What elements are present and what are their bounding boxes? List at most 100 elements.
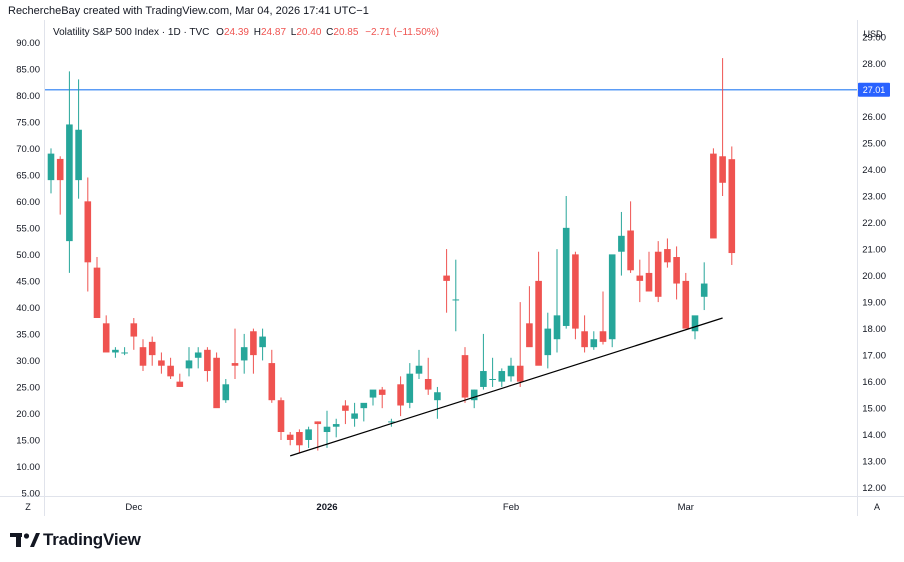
candle-body bbox=[158, 360, 165, 366]
left-tick-label: 50.00 bbox=[16, 250, 40, 261]
right-tick-label: 13.00 bbox=[862, 457, 886, 468]
candle-body bbox=[535, 280, 542, 366]
plot-area[interactable] bbox=[45, 20, 857, 496]
candle-body bbox=[424, 378, 432, 390]
legend-close-value: 20.85 bbox=[333, 27, 359, 38]
candle-body bbox=[351, 413, 358, 419]
candle-body bbox=[654, 251, 662, 297]
candle-body bbox=[369, 389, 377, 398]
candle-body bbox=[130, 323, 138, 337]
candlestick-chart[interactable]: 5.00 10.00 15.00 20.00 25.00 30.00 35.00 40.00 4… bbox=[0, 20, 904, 520]
legend-open-label: O bbox=[216, 27, 224, 38]
candle-body bbox=[562, 227, 570, 326]
candle-body bbox=[323, 426, 331, 433]
candle-body bbox=[388, 421, 395, 423]
right-tick-label: 18.00 bbox=[862, 324, 886, 335]
legend-low-value: 20.40 bbox=[296, 27, 322, 38]
right-tick-label: 15.00 bbox=[862, 404, 886, 415]
horizontal-line-price-tag bbox=[858, 82, 890, 97]
candle-body bbox=[599, 331, 607, 342]
tradingview-wordmark: TradingView bbox=[43, 530, 141, 549]
candle-body bbox=[259, 336, 266, 348]
candle-body bbox=[728, 159, 736, 254]
time-axis[interactable]: Dec 2026 Feb Mar bbox=[125, 502, 694, 513]
candle-body bbox=[719, 156, 726, 183]
time-tick-label: Feb bbox=[503, 502, 519, 513]
candle-body bbox=[480, 371, 487, 387]
candle-body bbox=[470, 389, 478, 401]
candle-body bbox=[332, 424, 340, 427]
legend-change-value: −2.71 (−11.50%) bbox=[365, 27, 439, 38]
currency-label: USD bbox=[863, 29, 883, 39]
candle-body bbox=[645, 272, 653, 292]
candle-body bbox=[618, 235, 625, 252]
time-tick-label: Dec bbox=[125, 502, 142, 513]
right-tick-label: 26.00 bbox=[862, 112, 886, 123]
right-tick-label: 25.00 bbox=[862, 139, 886, 150]
candle-body bbox=[148, 341, 156, 356]
right-tick-label: 14.00 bbox=[862, 430, 886, 441]
left-tick-label: 30.00 bbox=[16, 356, 40, 367]
right-price-axis[interactable]: 12.00 13.00 14.00 15.00 16.00 17.00 18.00 19.00… bbox=[862, 32, 886, 494]
right-tick-label: 21.00 bbox=[862, 245, 886, 256]
candle-body bbox=[590, 339, 598, 348]
horizontal-line-price-label: 27.01 bbox=[863, 85, 886, 95]
candle-body bbox=[112, 349, 119, 353]
time-tick-label: Mar bbox=[678, 502, 694, 513]
candle-body bbox=[360, 402, 368, 409]
candle-body bbox=[222, 384, 230, 401]
candle-body bbox=[415, 365, 423, 374]
tradingview-logo[interactable]: TradingView bbox=[10, 530, 141, 550]
candle-body bbox=[139, 347, 147, 366]
support-trendline bbox=[290, 317, 723, 457]
candle-body bbox=[581, 331, 588, 348]
candle-body bbox=[664, 249, 671, 263]
left-tick-label: 90.00 bbox=[16, 38, 40, 49]
candle-body bbox=[56, 158, 64, 181]
candles-layer bbox=[47, 58, 736, 454]
candle-body bbox=[627, 230, 634, 271]
candle-body bbox=[461, 355, 469, 398]
candle-body bbox=[296, 432, 303, 446]
candle-body bbox=[489, 378, 496, 380]
candle-body bbox=[121, 352, 128, 354]
candle-body bbox=[342, 405, 349, 411]
left-tick-label: 70.00 bbox=[16, 144, 40, 155]
left-price-axis[interactable]: 5.00 10.00 15.00 20.00 25.00 30.00 35.00 40.00 4… bbox=[16, 38, 40, 500]
candle-body bbox=[47, 153, 55, 181]
right-tick-label: 29.00 bbox=[862, 32, 886, 43]
horizontal-price-line[interactable]: 27.01 bbox=[45, 82, 890, 97]
candle-body bbox=[66, 124, 73, 242]
right-tick-label: 19.00 bbox=[862, 298, 886, 309]
left-tick-label: 20.00 bbox=[16, 409, 40, 420]
candle-body bbox=[572, 254, 579, 329]
left-tick-label: 65.00 bbox=[16, 170, 40, 181]
left-tick-label: 35.00 bbox=[16, 329, 40, 340]
left-tick-label: 55.00 bbox=[16, 223, 40, 234]
corner-right-label[interactable]: A bbox=[874, 502, 880, 512]
candle-body bbox=[102, 323, 110, 353]
left-tick-label: 5.00 bbox=[22, 489, 41, 500]
right-tick-label: 22.00 bbox=[862, 218, 886, 229]
trendline-layer[interactable] bbox=[290, 317, 723, 457]
candle-body bbox=[452, 299, 460, 301]
candle-body bbox=[167, 365, 174, 377]
left-tick-label: 15.00 bbox=[16, 435, 40, 446]
legend-high-label: H bbox=[253, 27, 261, 38]
candle-body bbox=[268, 363, 276, 401]
candle-body bbox=[286, 434, 294, 440]
candle-body bbox=[498, 371, 506, 382]
left-tick-label: 45.00 bbox=[16, 276, 40, 287]
right-tick-label: 24.00 bbox=[862, 165, 886, 176]
candle-body bbox=[231, 363, 239, 366]
right-tick-label: 28.00 bbox=[862, 59, 886, 70]
candle-body bbox=[240, 347, 248, 361]
candle-body bbox=[75, 129, 82, 181]
corner-left-label[interactable]: Z bbox=[25, 502, 31, 512]
legend-low-label: L bbox=[290, 27, 297, 38]
left-tick-label: 75.00 bbox=[16, 117, 40, 128]
candle-body bbox=[176, 381, 184, 387]
left-tick-label: 25.00 bbox=[16, 382, 40, 393]
candle-body bbox=[700, 283, 708, 297]
candle-body bbox=[204, 349, 211, 372]
